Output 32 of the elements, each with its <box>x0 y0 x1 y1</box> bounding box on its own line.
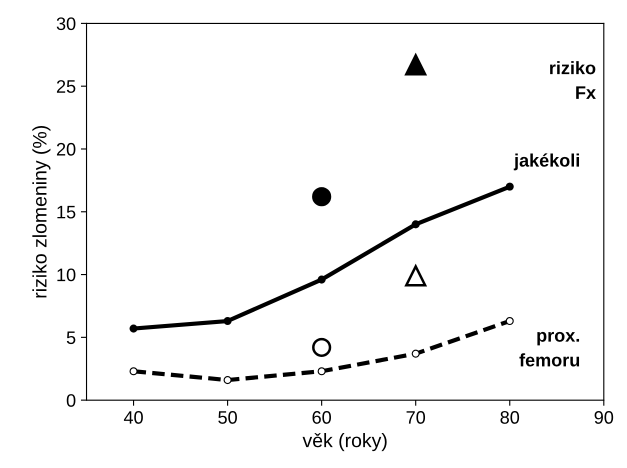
x-tick-label: 70 <box>406 411 426 424</box>
point <box>506 317 514 326</box>
point <box>224 376 232 384</box>
point <box>506 182 514 191</box>
x-tick-label: 40 <box>124 411 143 424</box>
x-tick-label: 80 <box>500 411 520 424</box>
annotation: riziko Fx <box>550 61 596 99</box>
point <box>412 350 420 358</box>
y-tick-label: 5 <box>66 331 76 344</box>
x-tick-label: 50 <box>218 411 237 424</box>
point <box>318 276 326 284</box>
x-tick-label: 90 <box>594 411 614 424</box>
series-label: jakékoli <box>514 153 580 170</box>
point <box>312 187 332 206</box>
y-tick-label: 20 <box>56 142 76 156</box>
x-tick-label: 60 <box>312 411 331 424</box>
point <box>224 317 232 326</box>
point <box>130 367 138 376</box>
y-tick-label: 0 <box>66 394 76 407</box>
point <box>412 220 420 228</box>
y-tick-label: 10 <box>57 268 76 282</box>
point <box>405 54 426 76</box>
point <box>405 265 426 286</box>
point <box>318 367 326 376</box>
series-label: prox. femoru <box>519 332 580 367</box>
x-axis-title: věk (roky) <box>302 432 387 452</box>
y-tick-label: 30 <box>56 17 76 30</box>
point <box>130 324 138 333</box>
y-tick-label: 25 <box>56 80 76 93</box>
y-axis-title: riziko zlomeniny (%) <box>32 126 50 298</box>
point <box>312 338 332 357</box>
y-tick-label: 15 <box>57 206 76 218</box>
